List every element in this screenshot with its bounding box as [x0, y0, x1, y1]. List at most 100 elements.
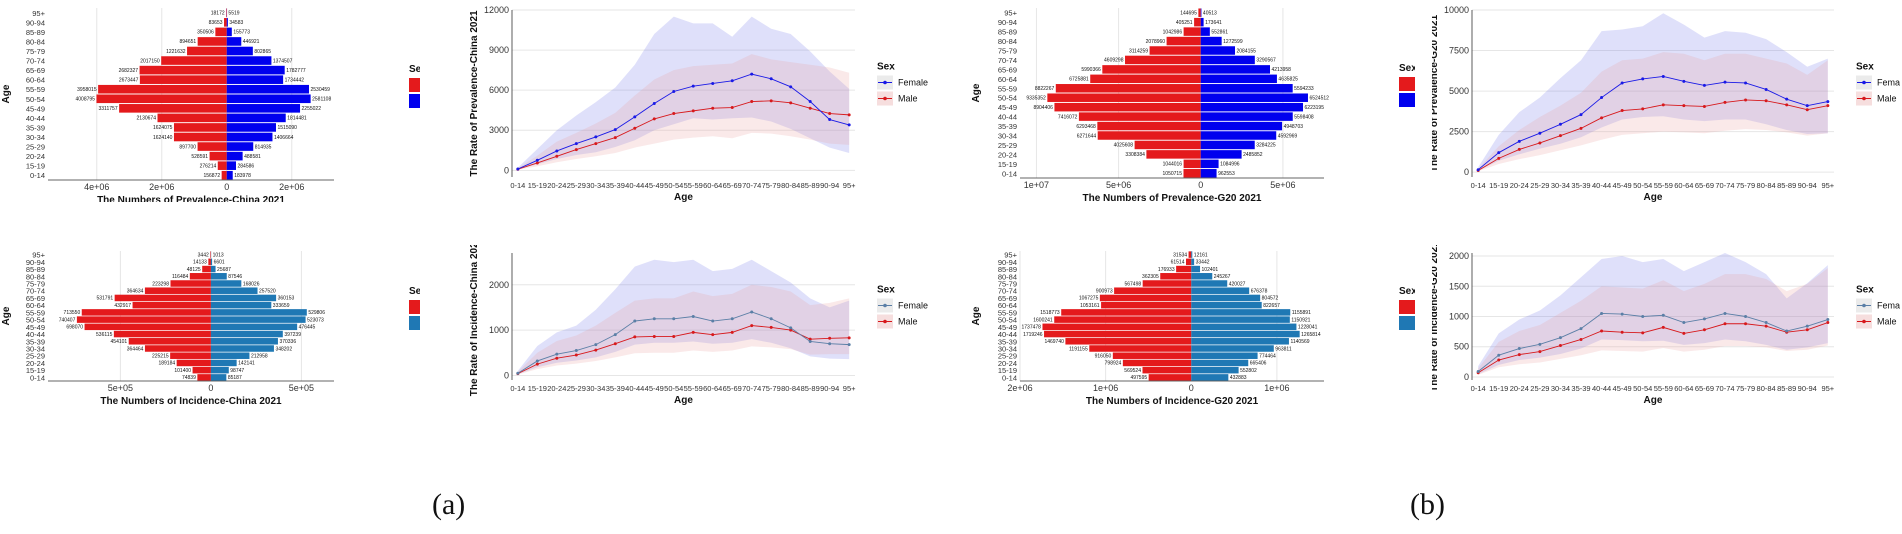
point-male-20-24: [1517, 147, 1521, 151]
x-tick-label-0-14: 0-14: [1471, 384, 1486, 393]
bar-male-20-24: [226, 151, 243, 161]
value-label-male-45-49: 2255022: [302, 106, 322, 112]
y-tick-label-80-84: 80-84: [998, 272, 1017, 281]
bar-male-35-39: [1191, 338, 1289, 345]
point-female-85-89: [808, 100, 812, 104]
bar-male-85-89: [210, 265, 216, 273]
y-tick-label-90-94: 90-94: [26, 18, 45, 27]
y-tick-label-90-94: 90-94: [998, 18, 1017, 27]
x-tick-label-75-79: 75-79: [1736, 181, 1755, 190]
x-tick-label: 2e+06: [1007, 383, 1032, 393]
point-male-25-29: [1538, 141, 1542, 145]
value-label-male-15-19: 98747: [230, 368, 244, 374]
x-tick-label-15-19: 15-19: [528, 384, 547, 393]
y-tick-label: 1000: [1449, 312, 1469, 322]
value-label-male-95+: 5519: [228, 11, 239, 17]
value-label-male-45-49: 6223195: [1305, 105, 1325, 111]
x-tick-label-35-39: 35-39: [606, 181, 625, 190]
value-label-male-30-34: 4592969: [1278, 133, 1298, 139]
x-axis-title: The Numbers of Prevalence-China 2021: [97, 195, 285, 202]
point-male-55-59: [691, 109, 695, 113]
point-female-70-74: [1723, 80, 1727, 84]
point-male-80-84: [789, 328, 793, 332]
y-tick-label: 9000: [489, 45, 509, 55]
value-label-male-55-59: 529806: [308, 310, 325, 316]
y-tick-label: 0: [504, 370, 509, 380]
legend-key-female-point: [883, 303, 887, 308]
y-tick-label: 0: [1464, 372, 1469, 382]
y-tick-label-80-84: 80-84: [998, 37, 1017, 46]
bar-male-25-29: [1200, 140, 1255, 150]
legend-title: Sex: [1856, 62, 1874, 73]
bar-female-50-54: [1047, 93, 1201, 102]
point-male-75-79: [769, 99, 773, 103]
x-tick-label-70-74: 70-74: [742, 181, 761, 190]
y-tick-label-20-24: 20-24: [26, 359, 45, 368]
bar-female-55-59: [81, 309, 211, 316]
point-female-60-64: [1682, 321, 1686, 325]
bar-male-20-24: [1191, 359, 1249, 367]
point-male-15-19: [1497, 358, 1501, 362]
ci-band-male: [1478, 52, 1828, 172]
legend-key-male-point: [883, 319, 887, 324]
bar-male-35-39: [226, 123, 276, 132]
point-female-35-39: [613, 128, 617, 132]
y-tick-label-85-89: 85-89: [998, 265, 1017, 274]
point-female-0-14: [516, 167, 520, 171]
bar-male-65-69: [226, 65, 285, 75]
ci-band-male: [517, 284, 850, 375]
value-label-female-0-14: 497595: [1130, 375, 1147, 381]
point-male-60-64: [1682, 331, 1686, 335]
y-tick-label-75-79: 75-79: [998, 47, 1017, 56]
bar-female-60-64: [132, 301, 211, 309]
x-tick-label-15-19: 15-19: [1489, 181, 1508, 190]
value-label-male-85-89: 102401: [1202, 267, 1219, 273]
value-label-female-45-49: 3311757: [99, 106, 118, 112]
point-male-65-69: [730, 330, 734, 334]
x-tick-label-60-64: 60-64: [1674, 384, 1693, 393]
point-female-70-74: [750, 310, 754, 314]
y-tick-label-40-44: 40-44: [998, 113, 1017, 122]
point-female-15-19: [535, 359, 539, 363]
line-prevalence-g20: 0 2500 5000 7500 10000 0-14 15-19 20-24 25-29 30-…: [1429, 2, 1902, 217]
line-prevalence-china-svg: 0 3000 6000 9000 12000 0-14 15-19 20-24 25-29 30-…: [469, 5, 928, 203]
x-tick-label: 1e+06: [1093, 383, 1118, 393]
point-female-80-84: [789, 85, 793, 89]
bar-female-35-39: [1065, 338, 1192, 345]
bar-female-80-84: [189, 273, 211, 280]
bar-female-65-69: [1102, 65, 1201, 74]
point-female-40-44: [633, 319, 637, 323]
value-label-female-60-64: 6725881: [1069, 77, 1089, 83]
legend-title: Sex: [1399, 286, 1415, 297]
point-female-75-79: [1744, 315, 1748, 318]
legend-key-male: [409, 94, 425, 108]
x-tick-label-40-44: 40-44: [625, 384, 644, 393]
value-label-female-30-34: 364464: [127, 346, 144, 352]
bar-female-45-49: [1042, 323, 1192, 331]
value-label-female-80-84: 2078960: [1146, 39, 1166, 45]
bar-male-50-54: [226, 94, 311, 104]
value-label-male-15-19: 1084996: [1220, 162, 1240, 168]
x-tick-label-65-69: 65-69: [1695, 181, 1714, 190]
bar-female-15-19: [1142, 366, 1192, 374]
point-female-0-14: [1476, 370, 1480, 374]
point-female-0-14: [516, 371, 520, 375]
value-label-female-25-29: 4025608: [1114, 143, 1134, 149]
ci-band-female: [517, 16, 850, 170]
value-label-male-30-34: 963811: [1275, 346, 1292, 352]
bar-female-70-74: [161, 56, 227, 65]
x-tick-label-75-79: 75-79: [1736, 384, 1755, 393]
value-label-female-55-59: 3958015: [77, 87, 97, 93]
panel-label-a: (a): [432, 488, 466, 521]
value-label-male-45-49: 1228041: [1298, 325, 1318, 331]
bar-female-75-79: [1149, 46, 1201, 55]
bar-male-0-14: [226, 170, 233, 180]
x-tick-label-80-84: 80-84: [1757, 384, 1776, 393]
y-tick-label-30-34: 30-34: [998, 132, 1017, 141]
point-female-95+: [1826, 100, 1830, 104]
bar-female-0-14: [197, 374, 211, 381]
value-label-female-45-49: 8904406: [1033, 105, 1053, 111]
value-label-female-65-69: 5990366: [1081, 67, 1101, 73]
bar-female-65-69: [1099, 294, 1192, 302]
bar-male-0-14: [210, 374, 227, 381]
